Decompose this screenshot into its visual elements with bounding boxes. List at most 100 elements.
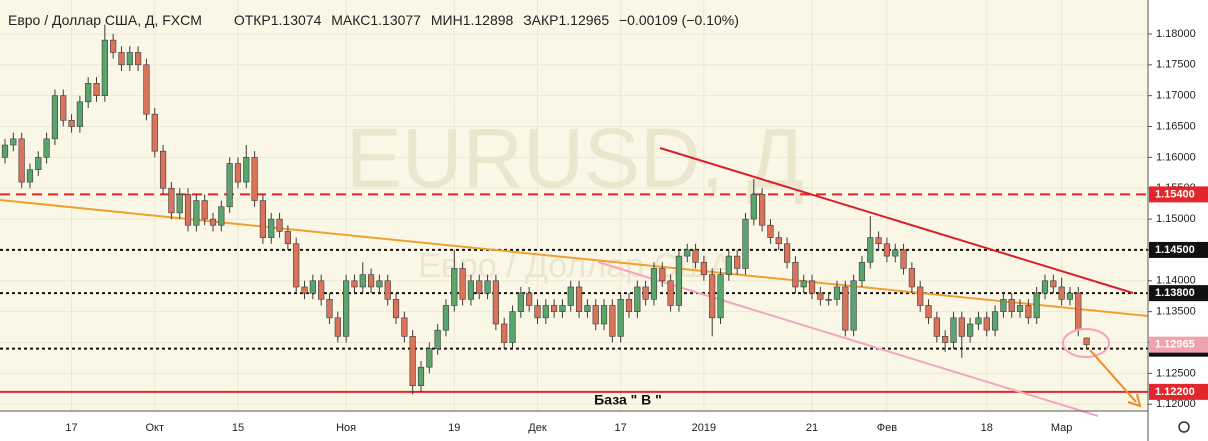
candle-body	[650, 268, 658, 300]
candle-body	[193, 200, 200, 226]
candle-body	[1066, 292, 1074, 300]
price-tag-label: 1.14500	[1155, 244, 1195, 256]
candle-body	[1008, 299, 1015, 312]
candle-body	[376, 280, 383, 288]
candle-body	[958, 317, 965, 337]
settings-icon[interactable]	[1178, 421, 1190, 433]
candle-body	[101, 39, 108, 96]
candles	[1, 24, 1090, 395]
last-price-label: 1.12965	[1155, 339, 1195, 351]
candle-body	[858, 261, 866, 282]
candle-body	[892, 249, 899, 257]
candle-body	[284, 231, 291, 245]
candle-body	[717, 274, 724, 319]
candle-body	[975, 317, 982, 325]
candle-body	[293, 243, 300, 288]
candle-body	[709, 274, 716, 319]
y-tick-label: 1.17500	[1156, 59, 1196, 71]
trend-line	[659, 147, 1134, 294]
x-tick-label: Фев	[877, 422, 897, 434]
candle-body	[251, 157, 258, 201]
candle-body	[501, 323, 508, 343]
candle-body	[526, 292, 533, 306]
candle-body	[268, 218, 275, 238]
candle-body	[734, 255, 741, 269]
levels	[0, 193, 1148, 393]
change: −0.00109 (−0.10%)	[619, 12, 739, 28]
candle-body	[575, 286, 583, 312]
candle-body	[309, 280, 316, 294]
watermark: EURUSD, Д	[346, 111, 804, 205]
candle-body	[659, 268, 666, 282]
candle-body	[551, 305, 558, 312]
candle-body	[792, 261, 799, 288]
candle-body	[359, 274, 366, 288]
y-tick-label: 1.16000	[1156, 151, 1196, 163]
price-tag	[1149, 285, 1208, 302]
x-tick-label: 19	[448, 422, 460, 434]
candle-body	[467, 280, 475, 300]
candle-body	[1041, 280, 1049, 294]
candle-body	[950, 317, 957, 343]
price-tag-label: 1.15400	[1155, 188, 1195, 200]
y-tick-label: 1.16500	[1156, 120, 1196, 132]
arrow	[1089, 349, 1137, 403]
candle-body	[392, 299, 400, 319]
price-tag-label: 1.12200	[1155, 386, 1195, 398]
candle-body	[875, 237, 882, 245]
ohlc-value: 1.12898	[463, 12, 514, 28]
candle-body	[609, 305, 616, 337]
candle-body	[675, 255, 683, 306]
annotation: База " В "	[594, 392, 662, 408]
y-tick-label: 1.12000	[1156, 398, 1196, 410]
candle-body	[126, 52, 133, 66]
candle-body	[917, 286, 924, 306]
candle-body	[542, 305, 549, 319]
candle-body	[1016, 305, 1024, 312]
candle-body	[808, 280, 816, 294]
y-tick-label: 1.17000	[1156, 90, 1196, 102]
candle-body	[35, 157, 42, 171]
candle-body	[118, 52, 125, 66]
candle-body	[68, 120, 75, 127]
candle-body	[451, 268, 458, 306]
candle-body	[967, 323, 974, 337]
candle-body	[201, 200, 208, 220]
candle-body	[60, 95, 67, 121]
candle-body	[459, 268, 466, 300]
y-tick-label: 1.18000	[1156, 28, 1196, 40]
candle-body	[775, 237, 782, 245]
x-tick-label: 2019	[692, 422, 716, 434]
candle-body	[667, 280, 674, 306]
candle-body	[991, 311, 999, 331]
candle-body	[700, 261, 707, 275]
candle-body	[318, 280, 325, 300]
candle-body	[367, 274, 375, 288]
arrow-head	[1127, 393, 1142, 408]
candle-body	[10, 138, 17, 146]
candle-body	[842, 286, 849, 331]
candle-body	[326, 299, 333, 319]
candle-body	[1050, 280, 1057, 288]
axis: 1.120001.125001.130001.135001.140001.145…	[65, 28, 1208, 434]
candle-body	[1025, 305, 1032, 319]
candle-body	[800, 280, 807, 288]
candle-body	[867, 237, 874, 263]
candle-body	[759, 194, 766, 226]
candle-body	[417, 366, 425, 386]
candle-body	[925, 305, 932, 319]
time-axis-background	[0, 411, 1148, 441]
y-tick-label: 1.15000	[1156, 213, 1196, 225]
candle-body	[476, 280, 483, 294]
candle-body	[26, 169, 34, 183]
candle-body	[176, 194, 183, 214]
candle-body	[933, 317, 940, 337]
candle-body	[184, 194, 192, 226]
candle-body	[492, 280, 499, 325]
candle-body	[617, 299, 624, 337]
candle-body	[401, 317, 408, 337]
price-tag-label: 1.13800	[1155, 287, 1195, 299]
candle-body	[850, 280, 857, 331]
x-tick-label: 17	[65, 422, 77, 434]
